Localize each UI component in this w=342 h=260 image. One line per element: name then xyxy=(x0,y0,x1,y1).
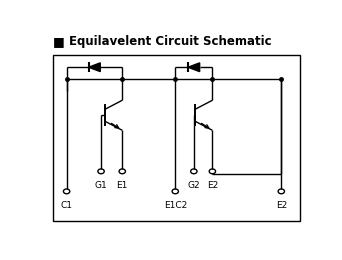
Text: E1C2: E1C2 xyxy=(164,201,187,210)
Text: C1: C1 xyxy=(61,201,73,210)
Bar xyxy=(53,55,300,222)
Text: ■: ■ xyxy=(53,35,65,48)
Text: E1: E1 xyxy=(117,181,128,190)
Text: Equilavelent Circuit Schematic: Equilavelent Circuit Schematic xyxy=(69,35,272,48)
Text: E2: E2 xyxy=(207,181,218,190)
Polygon shape xyxy=(188,63,200,72)
Text: G1: G1 xyxy=(95,181,107,190)
Polygon shape xyxy=(89,63,100,72)
Text: E2: E2 xyxy=(276,201,287,210)
Text: G2: G2 xyxy=(187,181,200,190)
